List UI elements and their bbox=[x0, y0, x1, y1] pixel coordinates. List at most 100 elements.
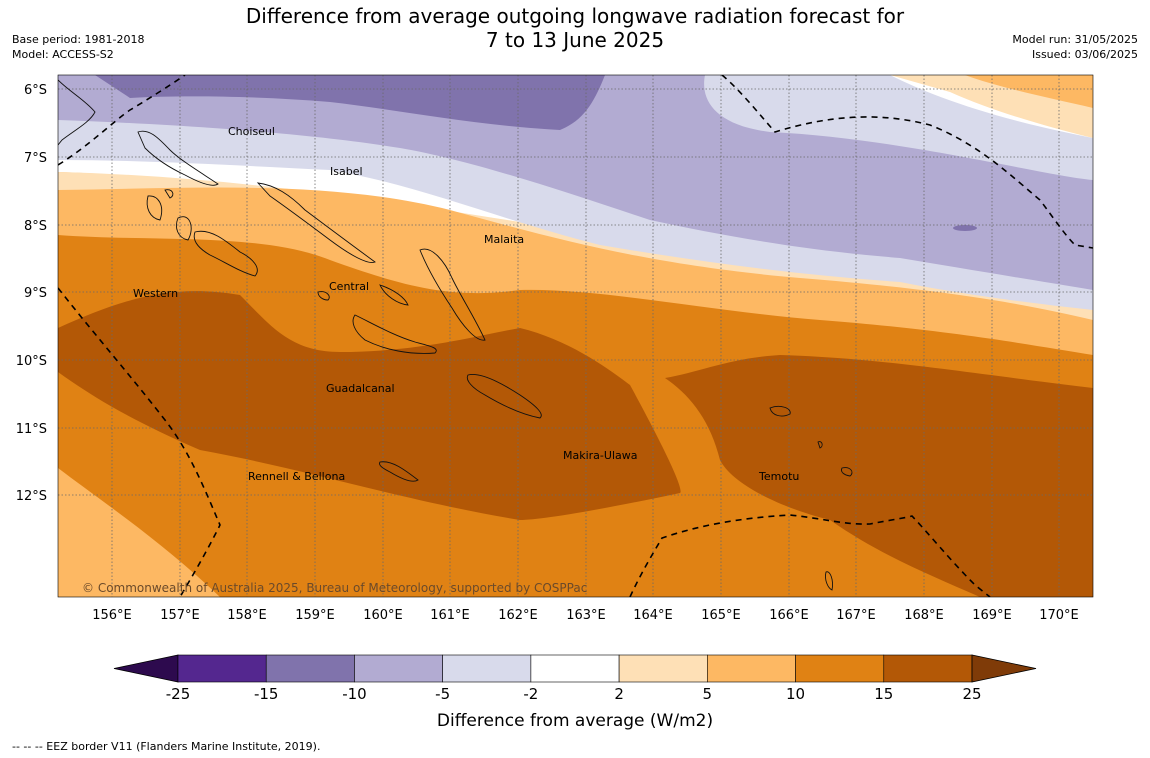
colorbar-segment bbox=[265, 654, 355, 683]
place-central: Central bbox=[329, 280, 369, 293]
band-15-to-25-east bbox=[665, 355, 1093, 597]
lat-label: 9°S bbox=[24, 286, 47, 301]
eez-legend-note: -- -- -- EEZ border V11 (Flanders Marine… bbox=[12, 740, 321, 753]
chart-title: Difference from average outgoing longwav… bbox=[190, 4, 960, 52]
issued-date: Issued: 03/06/2025 bbox=[1031, 48, 1138, 61]
map-frame bbox=[57, 74, 1094, 598]
coast-santa-cruz bbox=[769, 405, 791, 417]
coast-central bbox=[317, 291, 330, 301]
colorbar-tick-label: -25 bbox=[166, 685, 191, 703]
place-western: Western bbox=[133, 287, 178, 300]
map-area bbox=[58, 75, 1093, 597]
lon-label: 169°E bbox=[972, 608, 1012, 623]
colorbar-tick-label: 10 bbox=[786, 685, 805, 703]
place-labels: Choiseul Isabel Malaita Western Central … bbox=[133, 125, 799, 483]
model-name: Model: ACCESS-S2 bbox=[12, 48, 114, 61]
lon-label: 166°E bbox=[769, 608, 809, 623]
band-neg10-small bbox=[953, 225, 977, 231]
lon-label: 170°E bbox=[1039, 608, 1079, 623]
lat-axis: 6°S 7°S 8°S 9°S 10°S 11°S 12°S bbox=[16, 83, 47, 504]
model-run: Model run: 31/05/2025 bbox=[1012, 33, 1138, 46]
lon-label: 162°E bbox=[498, 608, 538, 623]
colorbar-extend-high bbox=[971, 654, 1037, 683]
lon-label: 165°E bbox=[701, 608, 741, 623]
coast-western-2 bbox=[176, 216, 192, 241]
coastlines bbox=[58, 79, 853, 591]
coast-temotu-1 bbox=[817, 441, 823, 449]
lon-label: 164°E bbox=[633, 608, 673, 623]
coast-temotu-2 bbox=[841, 467, 853, 477]
colorbar-tick-label: -10 bbox=[342, 685, 367, 703]
coast-malaita bbox=[419, 248, 486, 341]
title-line-1: Difference from average outgoing longwav… bbox=[245, 4, 905, 28]
lat-label: 8°S bbox=[24, 219, 47, 234]
lat-label: 10°S bbox=[16, 354, 47, 369]
colorbar-segment bbox=[707, 654, 796, 683]
colorbar-segment bbox=[354, 654, 443, 683]
lon-label: 157°E bbox=[160, 608, 200, 623]
colorbar-segment bbox=[530, 654, 620, 683]
graticule bbox=[58, 75, 1093, 597]
place-makira-ulawa: Makira-Ulawa bbox=[563, 449, 637, 462]
colorbar-tick-label: -2 bbox=[523, 685, 538, 703]
lon-label: 158°E bbox=[227, 608, 267, 623]
coast-temotu-3 bbox=[825, 571, 833, 591]
place-guadalcanal: Guadalcanal bbox=[326, 382, 395, 395]
band-10-to-15-northeast bbox=[965, 75, 1093, 108]
copyright-notice: © Commonwealth of Australia 2025, Bureau… bbox=[82, 581, 587, 595]
colorbar-segment bbox=[442, 654, 532, 683]
base-info: Base period: 1981-2018 Model: ACCESS-S2 bbox=[12, 32, 144, 62]
coast-western-3 bbox=[193, 230, 258, 277]
colorbar-segment bbox=[883, 654, 973, 683]
band-neg5-to-neg10 bbox=[58, 75, 1093, 290]
eez-segment-west bbox=[58, 287, 221, 597]
colorbar-segment bbox=[177, 654, 267, 683]
colorbar: -25 -15 -10 -5 -2 2 5 10 15 25 bbox=[113, 654, 1037, 703]
colorbar-tick-label: 15 bbox=[874, 685, 893, 703]
eez-segment-north-2 bbox=[721, 75, 1093, 249]
place-isabel: Isabel bbox=[330, 165, 363, 178]
lon-axis: 156°E 157°E 158°E 159°E 160°E 161°E 162°… bbox=[92, 608, 1079, 623]
coast-western-1 bbox=[146, 195, 163, 221]
coast-ontong bbox=[164, 189, 174, 199]
colorbar-title: Difference from average (W/m2) bbox=[437, 711, 713, 731]
band-15-to-25-west bbox=[58, 291, 681, 520]
lon-label: 156°E bbox=[92, 608, 132, 623]
lon-label: 161°E bbox=[430, 608, 470, 623]
title-line-2: 7 to 13 June 2025 bbox=[485, 28, 665, 52]
coast-makira bbox=[466, 374, 542, 419]
coast-rennell bbox=[379, 461, 419, 482]
place-malaita: Malaita bbox=[484, 233, 524, 246]
lon-label: 167°E bbox=[836, 608, 876, 623]
lon-label: 163°E bbox=[566, 608, 606, 623]
eez-segment-south bbox=[629, 514, 991, 597]
coast-choiseul bbox=[137, 130, 219, 186]
run-info: Model run: 31/05/2025 Issued: 03/06/2025 bbox=[1012, 32, 1138, 62]
lat-label: 12°S bbox=[16, 489, 47, 504]
colorbar-tick-label: 5 bbox=[703, 685, 713, 703]
colorbar-tick-label: -5 bbox=[435, 685, 450, 703]
colorbar-tick-label: -15 bbox=[254, 685, 279, 703]
coast-bougainville bbox=[58, 79, 96, 146]
place-rennell-bellona: Rennell & Bellona bbox=[248, 470, 345, 483]
lat-label: 6°S bbox=[24, 83, 47, 98]
coast-guadalcanal bbox=[352, 314, 437, 354]
eez-segment-north-1 bbox=[58, 75, 186, 166]
colorbar-segment bbox=[618, 654, 708, 683]
band-5-to-10-southwest bbox=[58, 468, 220, 597]
coast-central-2 bbox=[379, 284, 409, 306]
coast-isabel bbox=[256, 182, 376, 263]
lon-label: 159°E bbox=[295, 608, 335, 623]
base-period: Base period: 1981-2018 bbox=[12, 33, 145, 46]
colorbar-tick-label: 25 bbox=[962, 685, 981, 703]
lat-label: 11°S bbox=[16, 422, 47, 437]
colorbar-extend-low bbox=[113, 654, 179, 683]
eez-border bbox=[58, 75, 1093, 597]
place-choiseul: Choiseul bbox=[228, 125, 275, 138]
lon-label: 168°E bbox=[904, 608, 944, 623]
colorbar-segment bbox=[795, 654, 885, 683]
colorbar-tick-label: 2 bbox=[614, 685, 624, 703]
place-temotu: Temotu bbox=[758, 470, 799, 483]
lon-label: 160°E bbox=[363, 608, 403, 623]
